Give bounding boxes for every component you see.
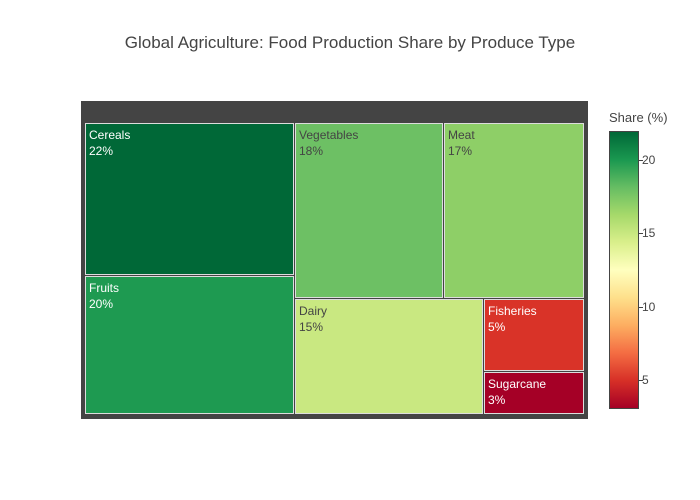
tile-name: Cereals xyxy=(89,128,131,142)
colorbar-tick-mark xyxy=(639,233,643,235)
tile-name: Vegetables xyxy=(299,128,359,142)
tile-fisheries[interactable]: Fisheries 5% xyxy=(484,299,584,371)
tile-value: 3% xyxy=(488,393,506,407)
tile-label: Vegetables 18% xyxy=(299,127,358,159)
tile-name: Fruits xyxy=(89,281,119,295)
tile-value: 17% xyxy=(448,144,473,158)
tile-label: Dairy 15% xyxy=(299,303,327,335)
tile-sugarcane[interactable]: Sugarcane 3% xyxy=(484,372,584,414)
tile-name: Fisheries xyxy=(488,304,537,318)
tile-label: Fisheries 5% xyxy=(488,303,537,335)
colorbar-title: Share (%) xyxy=(609,110,668,125)
tile-meat[interactable]: Meat 17% xyxy=(444,123,584,298)
tile-value: 18% xyxy=(299,144,324,158)
tile-value: 22% xyxy=(89,144,114,158)
tile-value: 5% xyxy=(488,320,506,334)
tile-dairy[interactable]: Dairy 15% xyxy=(295,299,483,414)
tile-value: 20% xyxy=(89,297,114,311)
colorbar-tick-mark xyxy=(639,306,643,308)
tile-cereals[interactable]: Cereals 22% xyxy=(85,123,294,275)
tile-value: 15% xyxy=(299,320,324,334)
tile-label: Cereals 22% xyxy=(89,127,130,159)
colorbar-tick-mark xyxy=(639,379,643,381)
tile-vegetables[interactable]: Vegetables 18% xyxy=(295,123,443,298)
tile-name: Meat xyxy=(448,128,475,142)
tile-fruits[interactable]: Fruits 20% xyxy=(85,276,294,414)
tile-label: Fruits 20% xyxy=(89,280,119,312)
treemap-panel: Cereals 22% Fruits 20% Vegetables 18% Meat 17% D… xyxy=(81,101,588,419)
colorbar-tick-mark xyxy=(639,160,643,162)
colorbar-tick-label: 15 xyxy=(642,226,656,241)
colorbar-tick-label: 10 xyxy=(642,299,656,314)
colorbar-tick-label: 20 xyxy=(642,153,656,168)
chart-title: Global Agriculture: Food Production Shar… xyxy=(124,33,576,52)
tile-label: Sugarcane 3% xyxy=(488,376,546,408)
colorbar-tick-label: 5 xyxy=(642,372,649,387)
tile-name: Dairy xyxy=(299,304,328,318)
tile-name: Sugarcane xyxy=(488,377,547,391)
colorbar xyxy=(609,131,639,409)
tile-label: Meat 17% xyxy=(448,127,475,159)
